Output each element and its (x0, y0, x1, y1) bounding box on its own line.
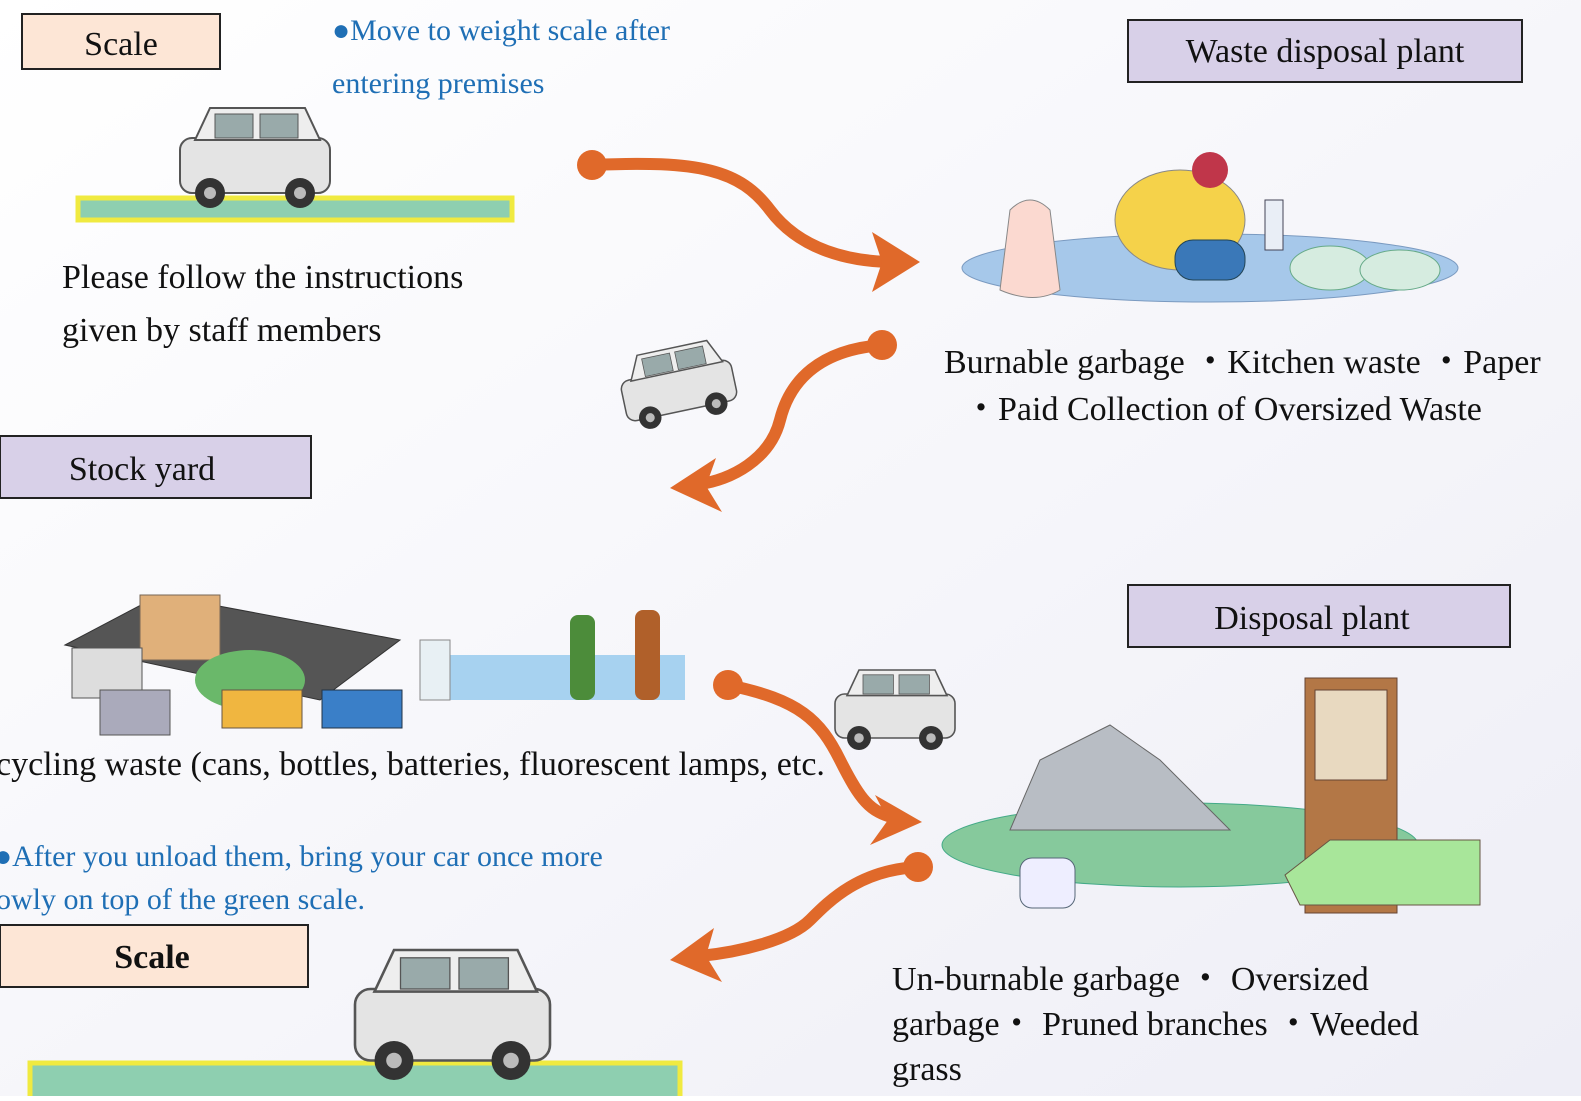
note: cycling waste (cans, bottles, batteries,… (0, 746, 825, 783)
box-label: Stock yard (69, 451, 215, 488)
car (355, 950, 550, 1080)
note: ●Move to weight scale after (332, 14, 670, 47)
box-label: Disposal plant (1214, 600, 1410, 637)
box-label: Waste disposal plant (1186, 33, 1465, 70)
diagram: Scale Waste disposal plant Stock yard Di… (0, 0, 1581, 1096)
note: Burnable garbage ・Kitchen waste ・Paper (944, 344, 1541, 381)
box-label: Scale (114, 939, 190, 976)
note: entering premises (332, 67, 544, 100)
note: Un-burnable garbage ・ Oversized (892, 961, 1369, 998)
note: owly on top of the green scale. (0, 883, 365, 916)
note: ・Paid Collection of Oversized Waste (964, 391, 1482, 428)
note: garbage・ Pruned branches ・Weeded (892, 1006, 1419, 1043)
note: ●After you unload them, bring your car o… (0, 840, 603, 873)
scale-plate (30, 1063, 680, 1096)
car (835, 670, 955, 750)
note: grass (892, 1051, 962, 1088)
car (180, 108, 330, 208)
note: given by staff members (62, 312, 381, 349)
note: Please follow the instructions (62, 259, 463, 296)
page: Scale Waste disposal plant Stock yard Di… (0, 0, 1581, 1096)
box-label: Scale (84, 26, 158, 63)
